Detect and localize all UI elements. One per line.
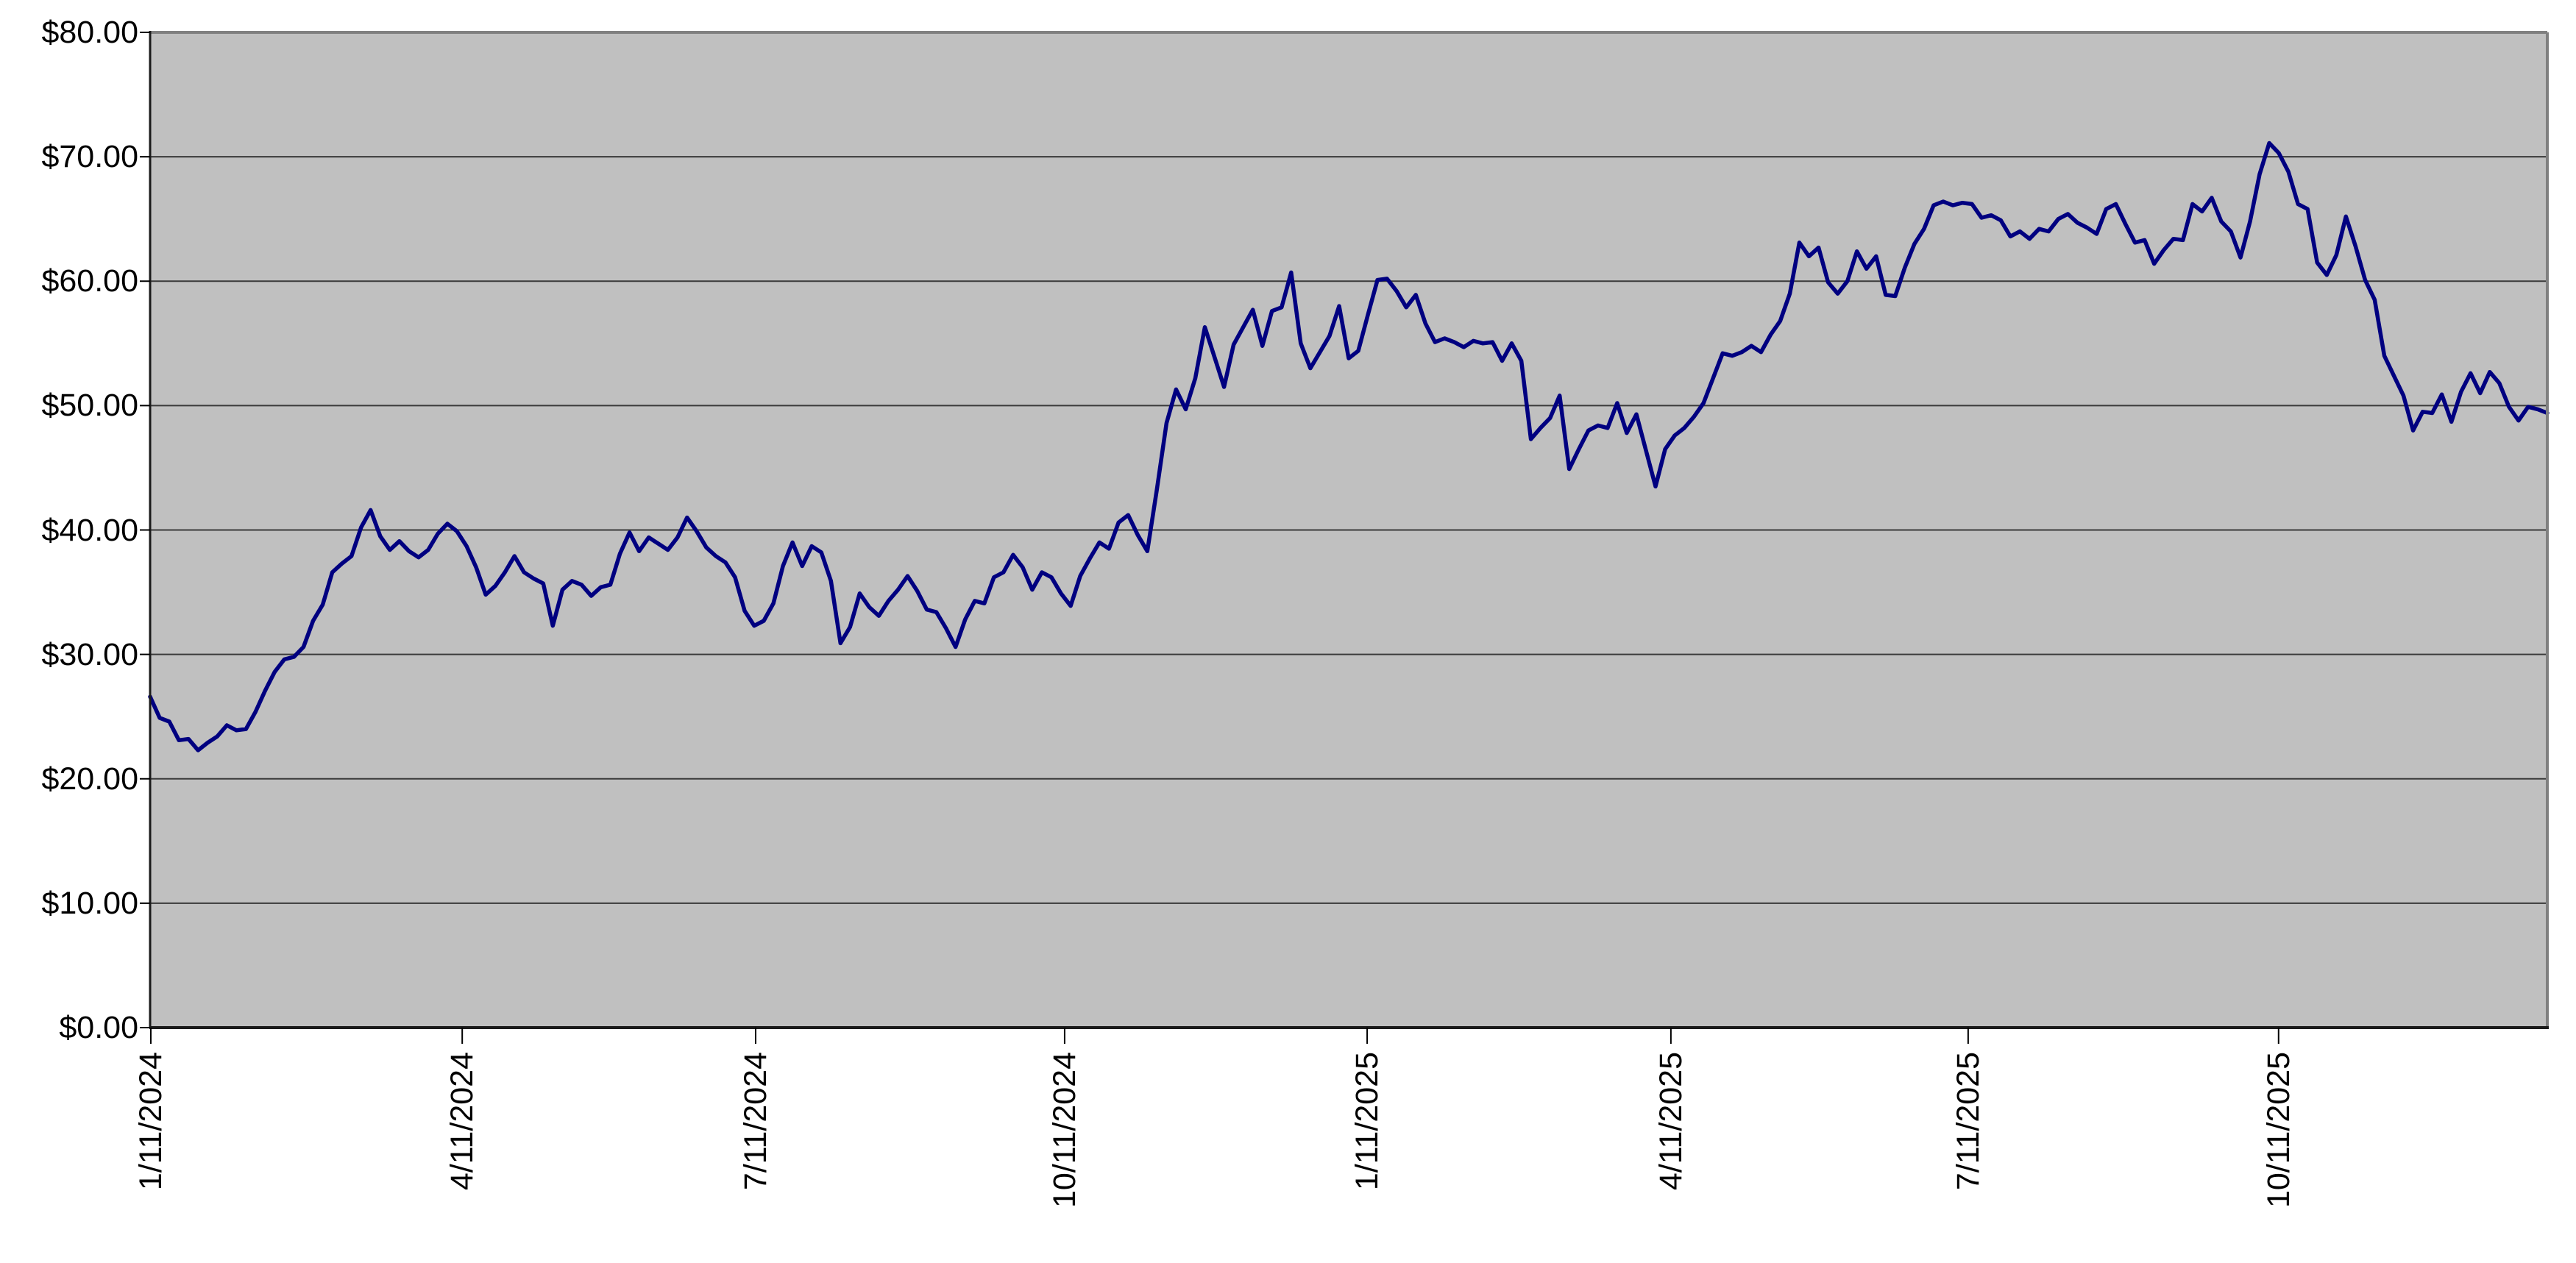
x-axis-label: 7/11/2025: [1950, 1052, 1986, 1191]
x-axis-label: 4/11/2025: [1653, 1052, 1689, 1191]
y-axis-label: $10.00: [41, 885, 138, 921]
x-axis-label: 4/11/2024: [444, 1052, 480, 1191]
y-axis-label: $40.00: [41, 512, 138, 548]
x-axis-label: 1/11/2025: [1349, 1052, 1385, 1191]
y-axis-label: $70.00: [41, 139, 138, 175]
y-axis-label: $60.00: [41, 263, 138, 299]
x-axis-label: 10/11/2024: [1046, 1052, 1082, 1209]
y-axis-label: $80.00: [41, 15, 138, 50]
x-axis-label: 7/11/2024: [737, 1052, 773, 1191]
x-axis-label: 1/11/2024: [132, 1052, 168, 1191]
price-series-line: [148, 140, 2550, 753]
y-axis-label: $30.00: [41, 636, 138, 672]
y-axis-label: $0.00: [59, 1010, 138, 1045]
y-axis-label: $20.00: [41, 761, 138, 797]
y-axis-label: $50.00: [41, 388, 138, 424]
x-axis-label: 10/11/2025: [2260, 1052, 2296, 1209]
